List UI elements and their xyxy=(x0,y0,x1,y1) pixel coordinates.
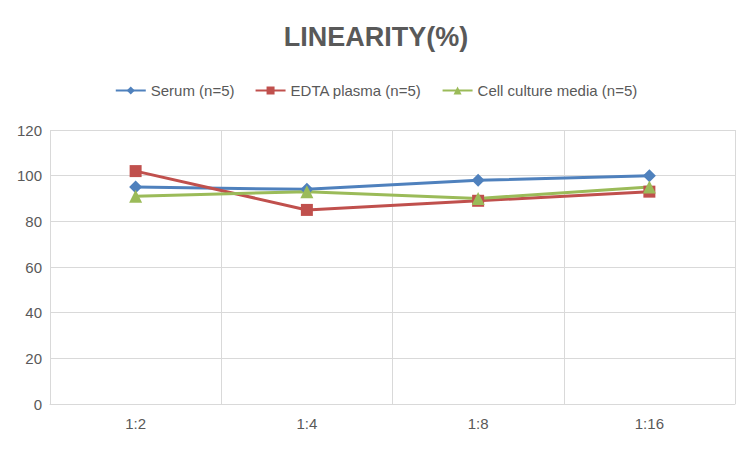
svg-text:1:2: 1:2 xyxy=(125,415,146,432)
svg-text:Serum (n=5): Serum (n=5) xyxy=(151,82,235,99)
svg-text:Cell culture media (n=5): Cell culture media (n=5) xyxy=(478,82,638,99)
svg-text:120: 120 xyxy=(17,122,42,139)
svg-text:EDTA plasma (n=5): EDTA plasma (n=5) xyxy=(291,82,421,99)
svg-text:LINEARITY(%): LINEARITY(%) xyxy=(284,22,469,52)
svg-text:80: 80 xyxy=(25,213,42,230)
svg-text:20: 20 xyxy=(25,350,42,367)
svg-text:1:4: 1:4 xyxy=(296,415,317,432)
svg-text:40: 40 xyxy=(25,304,42,321)
svg-text:0: 0 xyxy=(34,396,42,413)
svg-text:1:8: 1:8 xyxy=(468,415,489,432)
svg-text:1:16: 1:16 xyxy=(635,415,664,432)
svg-text:60: 60 xyxy=(25,259,42,276)
svg-text:100: 100 xyxy=(17,167,42,184)
